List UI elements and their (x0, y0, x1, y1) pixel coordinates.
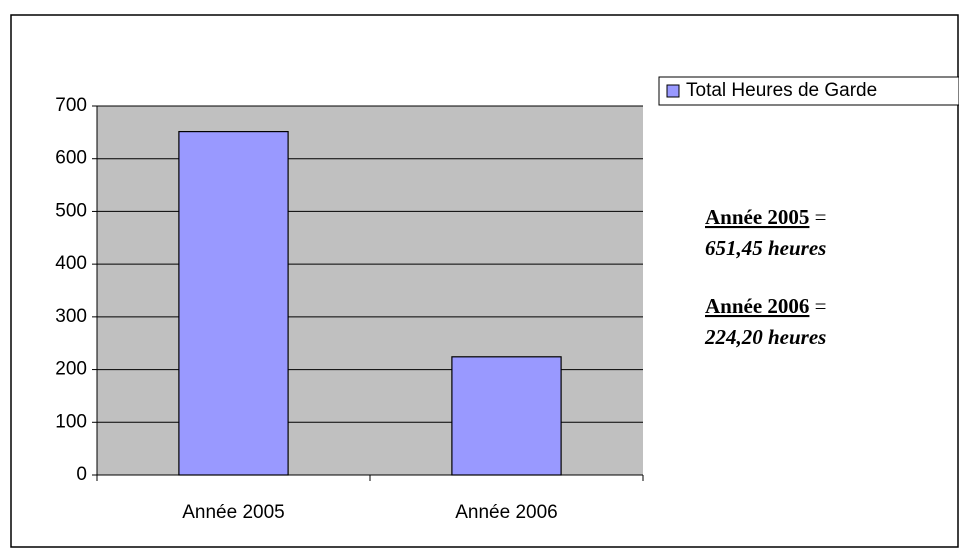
annotation-year: Année 2006 (705, 294, 809, 318)
annotation-label: Année 2005 = (705, 205, 827, 229)
annotation-equals: = (815, 294, 827, 318)
x-tick-label: Année 2006 (455, 502, 558, 523)
y-tick-label: 600 (55, 148, 87, 169)
y-tick-label: 700 (55, 95, 87, 116)
y-tick-label: 500 (55, 200, 87, 221)
y-tick-label: 400 (55, 253, 87, 274)
y-tick-label: 300 (55, 306, 87, 327)
annotation-label: Année 2006 = (705, 294, 827, 318)
legend-label: Total Heures de Garde (686, 80, 877, 101)
legend-swatch (666, 84, 680, 98)
annotation-value: 224,20 heures (704, 325, 826, 349)
bar (178, 130, 289, 476)
y-tick-label: 0 (76, 464, 87, 485)
bar (451, 356, 562, 476)
y-tick-label: 100 (55, 411, 87, 432)
annotation-year: Année 2005 (705, 205, 809, 229)
legend-box (658, 76, 959, 106)
annotation-value: 651,45 heures (705, 236, 826, 260)
y-tick-label: 200 (55, 359, 87, 380)
x-tick-label: Année 2005 (182, 502, 285, 523)
annotation-equals: = (815, 205, 827, 229)
